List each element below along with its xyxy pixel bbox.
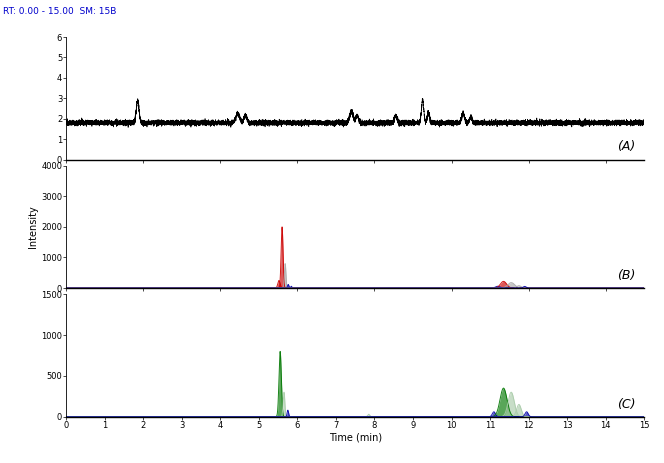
Text: (A): (A) (617, 140, 635, 153)
Text: (C): (C) (617, 398, 635, 411)
Text: (B): (B) (617, 269, 635, 282)
X-axis label: Time (min): Time (min) (329, 432, 382, 443)
Y-axis label: Intensity: Intensity (29, 206, 39, 248)
Text: RT: 0.00 - 15.00  SM: 15B: RT: 0.00 - 15.00 SM: 15B (3, 7, 117, 16)
